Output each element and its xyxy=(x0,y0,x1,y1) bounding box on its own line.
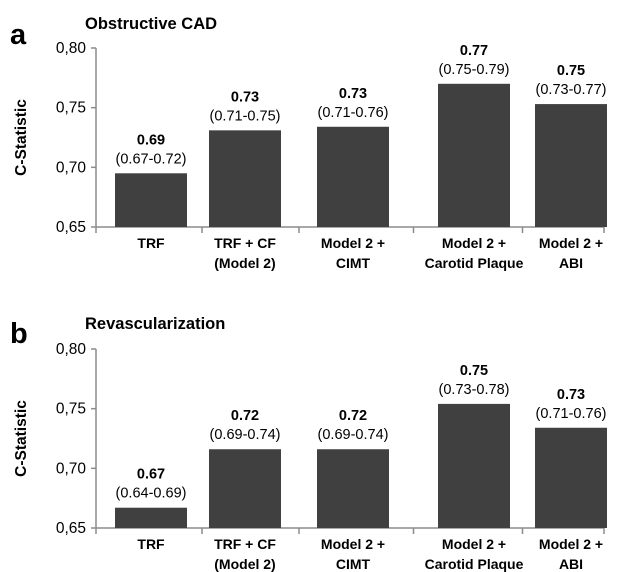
bar xyxy=(438,403,510,528)
bar-value-label: 0.73 xyxy=(231,89,259,105)
chart-title: Obstructive CAD xyxy=(85,15,217,33)
y-tick-label: 0,75 xyxy=(56,100,86,117)
bar-value-label: 0.72 xyxy=(231,408,259,424)
x-tick-label: TRF + CF xyxy=(214,536,276,552)
y-tick-label: 0,70 xyxy=(56,460,87,477)
x-tick-label: TRF + CF xyxy=(214,235,276,251)
bar xyxy=(115,173,187,227)
x-tick-label: Model 2 + xyxy=(539,536,603,552)
bar-value-label: 0.77 xyxy=(460,43,488,59)
y-tick-label: 0,75 xyxy=(56,401,86,418)
bar-ci-label: (0.71-0.76) xyxy=(536,406,607,422)
bar-ci-label: (0.75-0.79) xyxy=(439,62,510,78)
bar-value-label: 0.73 xyxy=(339,86,367,102)
bar xyxy=(317,449,389,528)
y-tick-label: 0,65 xyxy=(56,219,86,236)
bar-ci-label: (0.64-0.69) xyxy=(116,486,187,502)
x-tick-label: Model 2 + xyxy=(321,536,385,552)
bar-ci-label: (0.67-0.72) xyxy=(116,151,187,167)
chart-title: Revascularization xyxy=(85,315,225,333)
bar-ci-label: (0.73-0.78) xyxy=(439,382,510,398)
bar xyxy=(115,507,187,528)
x-tick-label: Model 2 + xyxy=(442,235,506,251)
bar-value-label: 0.69 xyxy=(137,132,165,148)
x-tick-label: CIMT xyxy=(336,556,371,572)
x-tick-label: ABI xyxy=(559,255,583,271)
x-tick-label: Carotid Plaque xyxy=(425,255,524,271)
bar-value-label: 0.75 xyxy=(557,63,585,79)
y-axis-label: C-Statistic xyxy=(13,400,30,477)
bar-ci-label: (0.71-0.76) xyxy=(318,105,389,121)
chart-panel-b: b Revascularization C-Statistic 0,65 0,70 0,7… xyxy=(10,315,607,572)
y-axis-label: C-Statistic xyxy=(13,99,30,176)
bar-value-label: 0.73 xyxy=(557,387,585,403)
bar-ci-label: (0.69-0.74) xyxy=(318,427,389,443)
panel-letter: a xyxy=(10,19,27,51)
bar xyxy=(535,427,607,528)
bar-ci-label: (0.71-0.75) xyxy=(210,108,281,124)
bar-value-label: 0.72 xyxy=(339,408,367,424)
x-tick-label: TRF xyxy=(137,536,165,552)
bar xyxy=(317,126,389,227)
x-tick-label: ABI xyxy=(559,556,583,572)
bar xyxy=(209,130,281,227)
x-tick-label: CIMT xyxy=(336,255,371,271)
x-tick-label: Model 2 + xyxy=(321,235,385,251)
chart-panel-a: a Obstructive CAD C-Statistic 0,65 0,70 0,75 0… xyxy=(10,15,607,271)
bar-ci-label: (0.73-0.77) xyxy=(536,82,607,98)
x-tick-label: Model 2 + xyxy=(539,235,603,251)
x-tick-label: Carotid Plaque xyxy=(425,556,524,572)
y-tick-label: 0,70 xyxy=(56,159,87,176)
bar-value-label: 0.75 xyxy=(460,363,488,379)
y-tick-label: 0,80 xyxy=(56,341,87,358)
x-tick-label: (Model 2) xyxy=(214,556,275,572)
bar xyxy=(438,83,510,227)
y-tick-label: 0,80 xyxy=(56,40,87,57)
x-tick-label: Model 2 + xyxy=(442,536,506,552)
bar-value-label: 0.67 xyxy=(137,467,165,483)
bar xyxy=(209,449,281,528)
bar xyxy=(535,104,607,227)
x-tick-label: (Model 2) xyxy=(214,255,275,271)
bar-ci-label: (0.69-0.74) xyxy=(210,427,281,443)
x-tick-label: TRF xyxy=(137,235,165,251)
panel-letter: b xyxy=(10,318,28,350)
y-tick-label: 0,65 xyxy=(56,520,86,537)
